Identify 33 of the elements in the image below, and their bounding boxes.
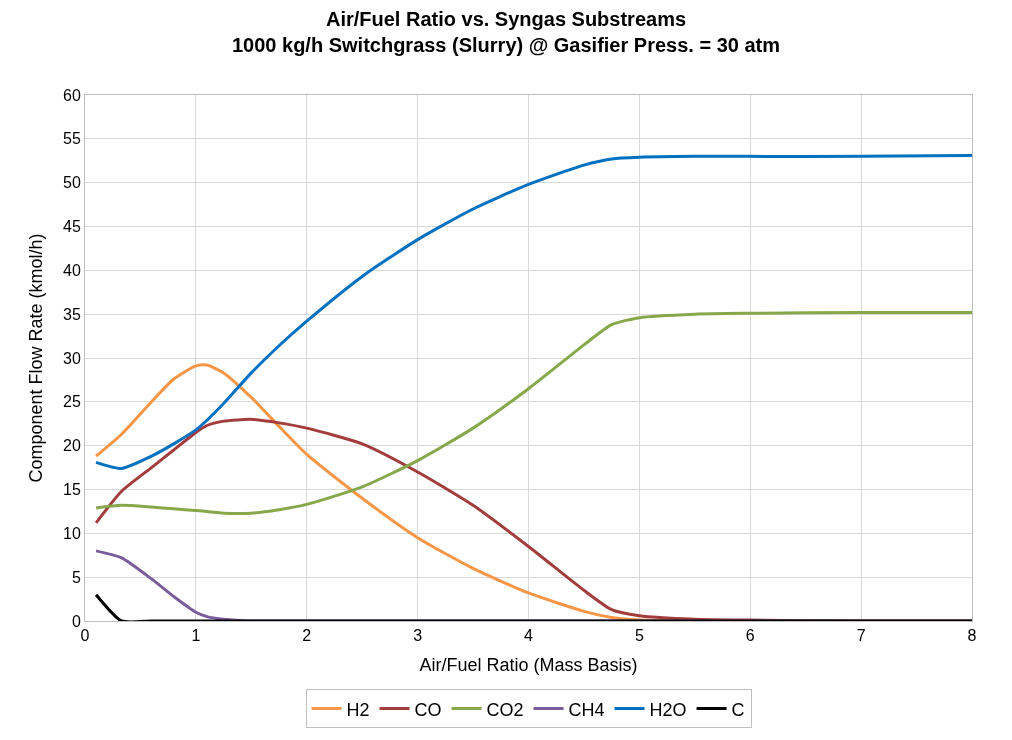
y-tick-label: 55 bbox=[63, 130, 81, 148]
x-tick-label: 6 bbox=[745, 627, 755, 645]
legend-label: CO bbox=[414, 699, 442, 720]
legend-label: H2 bbox=[346, 699, 370, 720]
chart-title: Air/Fuel Ratio vs. Syngas Substreams bbox=[325, 7, 687, 30]
line-series bbox=[94, 153, 972, 470]
y-tick-label: 20 bbox=[63, 437, 81, 455]
y-tick-label: 45 bbox=[63, 218, 81, 236]
y-tick-label: 15 bbox=[63, 481, 81, 499]
x-axis-title: Air/Fuel Ratio (Mass Basis) bbox=[419, 655, 638, 676]
y-tick-label: 60 bbox=[63, 86, 81, 104]
x-tick-label: 3 bbox=[413, 627, 423, 645]
y-tick-label: 0 bbox=[71, 612, 81, 630]
x-tick-label: 2 bbox=[302, 627, 312, 645]
line-series bbox=[94, 310, 972, 515]
y-axis-title: Component Flow Rate (kmol/h) bbox=[26, 233, 47, 483]
y-tick-label: 50 bbox=[63, 174, 81, 192]
y-tick-label: 35 bbox=[63, 305, 81, 323]
legend-label: C bbox=[731, 699, 745, 720]
legend-label: H2O bbox=[649, 699, 687, 720]
x-tick-label: 7 bbox=[856, 627, 866, 645]
x-tick-label: 5 bbox=[634, 627, 644, 645]
x-tick-label: 4 bbox=[524, 627, 534, 645]
y-tick-label: 10 bbox=[63, 524, 81, 542]
y-tick-label: 5 bbox=[71, 568, 81, 586]
y-tick-label: 30 bbox=[63, 349, 81, 367]
legend-label: CO2 bbox=[486, 699, 524, 720]
x-tick-label: 1 bbox=[191, 627, 201, 645]
y-tick-label: 40 bbox=[63, 261, 81, 279]
y-tick-label: 25 bbox=[63, 393, 81, 411]
legend-label: CH4 bbox=[568, 699, 605, 720]
chart-subtitle: 1000 kg/h Switchgrass (Slurry) @ Gasifier Press. = 30 atm bbox=[231, 33, 781, 56]
x-tick-label: 8 bbox=[967, 627, 977, 645]
